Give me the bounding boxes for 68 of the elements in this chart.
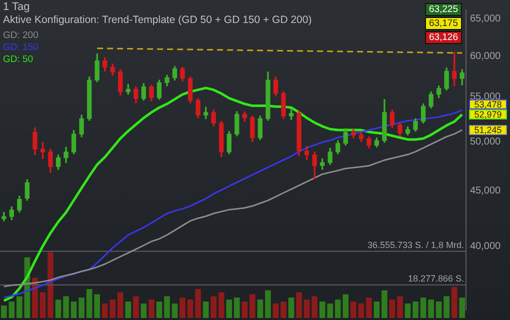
bar <box>374 302 380 318</box>
bar <box>420 298 426 318</box>
annotation: 63,126 <box>424 31 462 44</box>
bar <box>404 304 411 318</box>
bar <box>117 292 124 318</box>
bar <box>125 302 132 318</box>
text: GD: 150 <box>3 42 38 54</box>
bar <box>327 304 333 318</box>
bar <box>195 289 201 318</box>
annotation: 63,225 <box>424 3 462 16</box>
bar <box>312 296 318 318</box>
data-label: 52,979 <box>474 109 502 120</box>
y-tick-label: 45,000 <box>470 186 502 197</box>
bar <box>94 294 100 318</box>
bar <box>242 302 248 318</box>
bar <box>272 304 279 318</box>
bar <box>459 298 466 318</box>
bar <box>366 298 372 318</box>
bar <box>444 296 450 318</box>
chart-subtitle: Aktive Konfiguration: Trend-Template (GD 50 + GD 150 + GD 200) <box>3 14 312 26</box>
y-tick-label: 65,000 <box>470 13 502 24</box>
text: GD: 200 <box>3 30 38 42</box>
y-tick-label: 40,000 <box>470 240 502 252</box>
bar <box>86 289 92 318</box>
bar <box>265 290 271 318</box>
text: GD: 50 <box>3 54 34 66</box>
bar <box>16 296 22 318</box>
bar <box>412 302 418 318</box>
bar <box>187 300 194 318</box>
bar <box>451 287 458 318</box>
bar <box>382 290 388 318</box>
ref-line-label: 36.555.733 S. / 1,8 Mrd. <box>367 240 464 250</box>
bar <box>40 292 46 318</box>
bar <box>210 296 216 318</box>
bar <box>218 292 224 318</box>
bar <box>202 302 209 318</box>
bar <box>250 294 256 318</box>
bar <box>304 300 310 318</box>
bar <box>164 296 170 318</box>
bar <box>319 302 326 318</box>
bar <box>140 304 147 318</box>
bar <box>428 300 434 318</box>
bar <box>133 296 139 318</box>
y-tick-label: 50,000 <box>470 136 502 148</box>
bar <box>296 292 302 318</box>
bar <box>156 302 162 318</box>
bar <box>78 298 84 318</box>
chart-title: 1 Tag <box>3 1 30 13</box>
data-label: 53,478 <box>474 99 502 110</box>
bar <box>180 298 186 318</box>
bar <box>234 298 240 318</box>
bar <box>226 300 232 318</box>
bar <box>436 302 442 318</box>
bar <box>63 296 69 318</box>
bar <box>55 300 62 318</box>
bar <box>288 298 294 318</box>
bar <box>172 304 178 318</box>
bar <box>48 252 54 318</box>
bar <box>148 300 154 318</box>
bar <box>280 302 286 318</box>
bar <box>397 296 403 318</box>
bar <box>70 302 77 318</box>
y-tick-label: 60,000 <box>470 50 502 62</box>
ref-line-label: 18.277.866 S. <box>408 273 464 284</box>
annotation: 63,175 <box>424 17 462 30</box>
data-label: 51,245 <box>474 124 502 135</box>
bar <box>257 300 264 318</box>
bar <box>389 300 396 318</box>
